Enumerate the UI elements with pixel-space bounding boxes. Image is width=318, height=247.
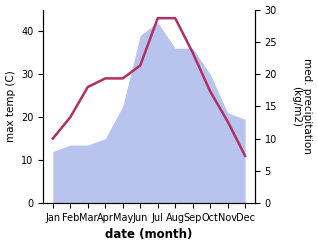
X-axis label: date (month): date (month) xyxy=(105,228,193,242)
Y-axis label: med. precipitation
(kg/m2): med. precipitation (kg/m2) xyxy=(291,59,313,154)
Y-axis label: max temp (C): max temp (C) xyxy=(5,70,16,142)
